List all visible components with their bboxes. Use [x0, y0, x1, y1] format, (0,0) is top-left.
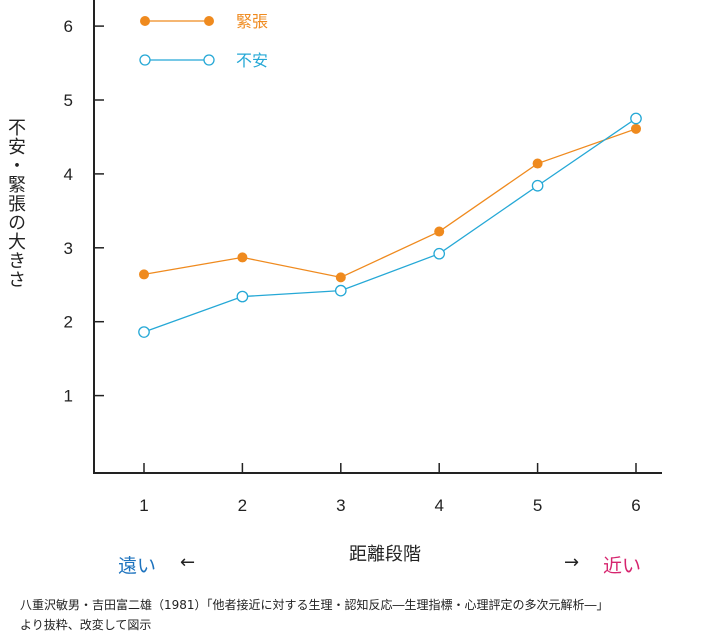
data-point [335, 272, 346, 283]
y-axis-label-wrap: 不安・緊張の大きさ [0, 118, 26, 328]
data-point [237, 252, 248, 263]
series-line-1 [143, 128, 637, 279]
x-ticks: 1 2 3 4 5 6 [139, 463, 641, 515]
legend-marker [204, 16, 214, 26]
y-tick-label: 4 [64, 165, 73, 184]
y-tick-label: 5 [64, 91, 73, 110]
data-point [139, 269, 149, 280]
source-line-1: 八重沢敏男・吉田富二雄（1981）「他者接近に対する生理・認知反応―生理指標・心… [20, 598, 609, 612]
data-point [630, 112, 642, 125]
data-point [434, 226, 445, 237]
axes [93, 0, 662, 474]
legend-marker [140, 16, 150, 26]
data-point [532, 158, 543, 169]
source-line-2: より抜粋、改変して図示 [20, 618, 152, 632]
near-label: 近い [603, 555, 642, 577]
data-point [138, 326, 150, 338]
data-point [433, 247, 446, 260]
x-tick-label: 5 [533, 496, 542, 515]
x-tick-label: 1 [139, 496, 148, 515]
x-axis-label: 距離段階 [349, 544, 421, 565]
y-tick-label: 3 [64, 239, 73, 258]
legend-marker [139, 54, 151, 66]
far-label: 遠い [118, 555, 157, 577]
series-points [138, 112, 642, 338]
legend-label: 緊張 [236, 12, 268, 31]
y-tick-label: 6 [64, 17, 73, 36]
left-arrow-icon: ← [180, 552, 196, 573]
data-point [531, 179, 544, 192]
legend-label: 不安 [236, 51, 268, 70]
y-tick-label: 2 [64, 313, 73, 332]
series-line-2 [143, 117, 637, 333]
y-axis-label: 不安・緊張の大きさ [5, 118, 26, 289]
x-tick-label: 2 [238, 496, 247, 515]
x-tick-label: 3 [336, 496, 345, 515]
y-tick-label: 1 [64, 387, 73, 406]
legend-marker [203, 54, 215, 66]
data-point [334, 284, 347, 297]
x-tick-label: 4 [434, 496, 443, 515]
data-point [631, 123, 641, 134]
data-point [236, 290, 249, 303]
source-citation: 八重沢敏男・吉田富二雄（1981）「他者接近に対する生理・認知反応―生理指標・心… [20, 595, 710, 635]
y-ticks: 1 2 3 4 5 6 [64, 17, 104, 406]
series-lines [143, 117, 637, 333]
right-arrow-icon: → [564, 552, 580, 573]
x-tick-label: 6 [631, 496, 640, 515]
